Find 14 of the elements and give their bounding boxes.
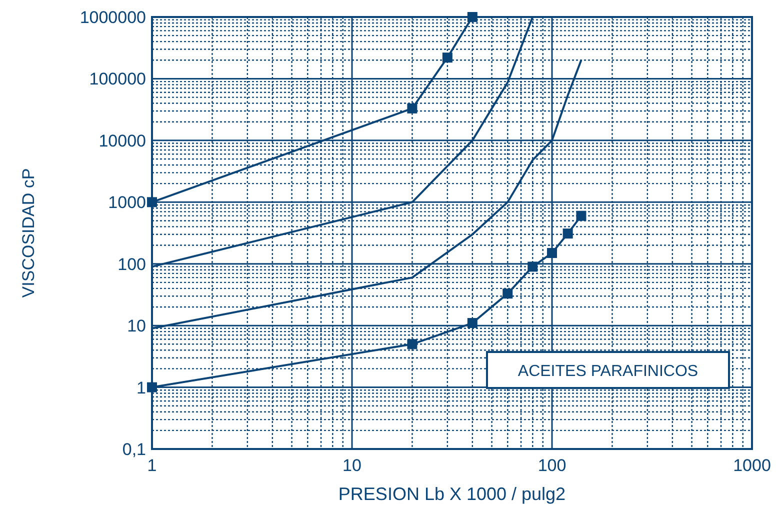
y-tick-label: 100 xyxy=(118,254,146,274)
x-axis-title: PRESION Lb X 1000 / pulg2 xyxy=(338,484,566,504)
x-tick-label: 10 xyxy=(342,456,362,475)
y-tick-label: 10000 xyxy=(98,131,146,150)
y-tick-label: 1000000 xyxy=(80,8,146,27)
y-tick-label: 1 xyxy=(136,378,146,398)
y-tick-label: 10 xyxy=(127,316,146,336)
y-tick-label: 1000 xyxy=(108,193,146,212)
x-tick-label: 100 xyxy=(538,456,566,475)
y-axis-title: VISCOSIDAD cP xyxy=(19,168,38,298)
annotation: ACEITES PARAFINICOS xyxy=(518,363,698,380)
x-tick-label: 1000 xyxy=(733,456,771,475)
y-tick-label: 0,1 xyxy=(122,440,146,459)
y-tick-label: 100000 xyxy=(89,70,146,89)
